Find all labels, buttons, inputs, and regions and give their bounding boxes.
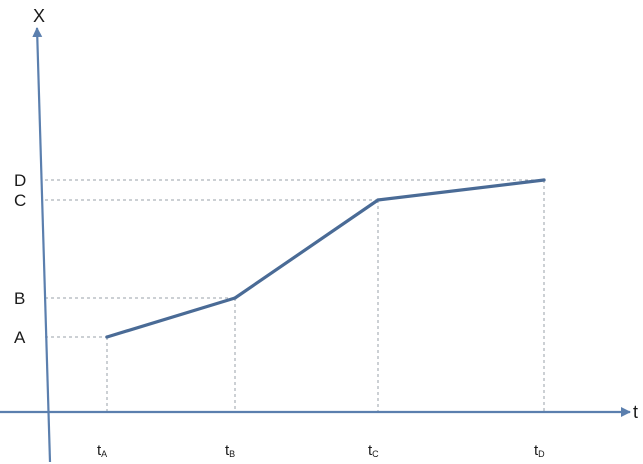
y-tick-label-d: D <box>14 171 26 190</box>
guide-lines <box>45 179 545 412</box>
y-tick-label-b: B <box>14 289 25 308</box>
data-point-td <box>542 178 546 182</box>
series-layer <box>105 178 546 339</box>
data-point-ta <box>105 335 109 339</box>
y-axis <box>32 27 52 463</box>
x-tick-label-c: tC <box>368 442 379 459</box>
x-axis-label: t <box>633 402 638 422</box>
x-tick-labels: tA tB tC tD <box>97 442 545 459</box>
x-tick-label-b: tB <box>225 442 235 459</box>
series-line <box>105 178 546 339</box>
data-point-tc <box>376 198 380 202</box>
y-tick-labels: A B CD <box>14 171 26 347</box>
x-tick-label-d: tD <box>534 442 545 459</box>
y-tick-label-c: C <box>14 191 26 210</box>
x-tick-label-a: tA <box>97 442 107 459</box>
y-axis-label: X <box>33 6 45 26</box>
y-tick-label-a: A <box>14 328 26 347</box>
data-point-tb <box>233 296 237 300</box>
